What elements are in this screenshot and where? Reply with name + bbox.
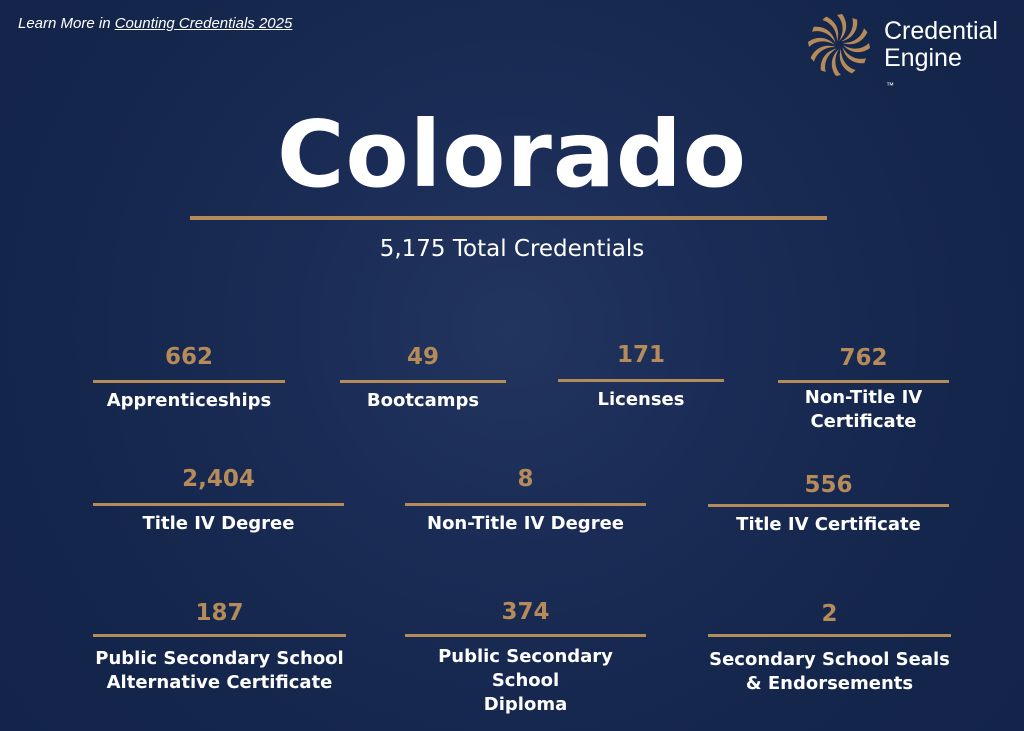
credential-label: Public Secondary School Alternative Cert… [93,647,346,695]
pinwheel-logo-icon [808,14,870,76]
stat-divider [708,634,951,637]
credential-stat-public-secondary-alternative-certificate: 187 Public Secondary School Alternative … [93,598,346,695]
credential-count: 556 [804,472,853,498]
credential-stat-licenses: 171 Licenses [558,340,724,412]
credential-label: Title IV Degree [142,513,295,534]
credential-stat-public-secondary-diploma: 374 Public Secondary School Diploma [405,597,646,717]
credential-engine-logo: Credential Engine ™ [806,12,1016,90]
stat-divider [340,380,506,383]
credential-label-line1: Non-Title IV [804,387,923,408]
credential-label-line2: & Endorsements [745,673,914,694]
credential-label: Licenses [597,389,685,410]
credential-count: 374 [501,599,550,625]
trademark-mark: ™ [886,81,894,90]
brand-name-line2: Engine [884,44,962,72]
credential-label: Bootcamps [366,390,480,411]
credential-stat-apprenticeships: 662 Apprenticeships [93,342,285,413]
credential-label-line2: Certificate [810,411,917,432]
credential-label: Apprenticeships [106,390,272,411]
credential-label: Public Secondary School Diploma [405,645,646,717]
brand-name-line1: Credential [884,17,998,45]
stat-divider [93,503,344,506]
stat-divider [93,634,346,637]
credential-count: 2 [821,601,838,627]
counting-credentials-link[interactable]: Counting Credentials 2025 [114,15,293,32]
credential-count: 8 [517,466,534,492]
credential-stat-non-title-iv-degree: 8 Non-Title IV Degree [405,464,646,536]
credential-stat-secondary-school-seals: 2 Secondary School Seals & Endorsements [708,599,951,696]
credential-label-line2: Alternative Certificate [106,672,333,693]
credential-stat-title-iv-degree: 2,404 Title IV Degree [93,464,344,536]
brand-name: Credential Engine ™ [884,18,998,99]
credential-count: 2,404 [182,466,255,492]
learn-more-prefix: Learn More in [18,15,115,32]
title-divider [190,216,827,220]
credential-stat-title-iv-certificate: 556 Title IV Certificate [708,470,949,537]
credential-label-line1: Secondary School Seals [709,649,950,670]
credential-label: Non-Title IV Certificate [778,386,949,434]
credential-label-line1: Public Secondary School [438,646,613,691]
learn-more-text: Learn More in Counting Credentials 2025 [18,15,292,32]
stat-divider [708,504,949,507]
credential-count: 762 [839,345,888,371]
credential-label: Secondary School Seals & Endorsements [708,648,951,696]
credential-count: 187 [195,600,244,626]
credential-label: Title IV Certificate [736,514,921,535]
credential-label-line1: Public Secondary School [95,648,344,669]
credential-label: Non-Title IV Degree [427,513,624,534]
stat-divider [558,379,724,382]
state-title: Colorado [277,101,747,208]
credential-count: 49 [406,344,439,370]
stat-divider [93,380,285,383]
credential-stat-non-title-iv-certificate: 762 Non-Title IV Certificate [778,343,949,434]
stat-divider [778,380,949,383]
credential-count: 662 [164,344,213,370]
stat-divider [405,634,646,637]
total-credentials: 5,175 Total Credentials [379,236,645,262]
credential-stat-bootcamps: 49 Bootcamps [340,342,506,413]
stat-divider [405,503,646,506]
credential-label-line2: Diploma [483,694,568,715]
credential-count: 171 [616,342,665,368]
